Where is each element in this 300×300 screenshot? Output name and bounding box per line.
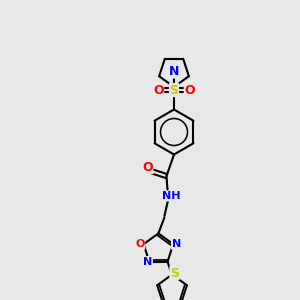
Text: N: N [169,65,179,78]
Text: O: O [184,83,195,97]
Text: N: N [143,256,152,267]
Text: O: O [153,83,164,97]
Text: O: O [142,160,153,174]
Text: N: N [172,239,181,249]
Text: NH: NH [162,191,181,201]
Text: O: O [135,239,145,249]
Text: S: S [169,83,178,97]
Text: S: S [170,266,179,280]
